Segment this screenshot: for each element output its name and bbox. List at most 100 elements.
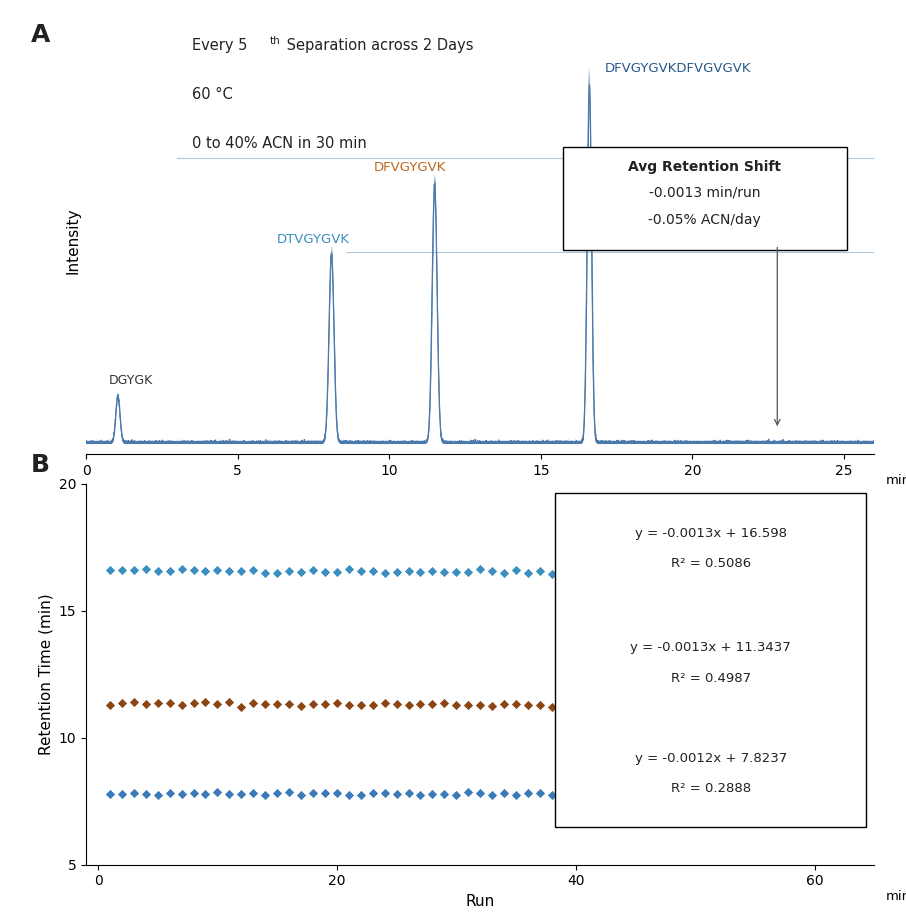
Point [843,566,858,581]
Point [724,698,738,712]
Point [616,696,631,711]
Point [437,696,451,711]
Point [342,562,356,577]
Point [258,788,273,802]
Point [784,787,798,801]
Point [246,785,261,800]
Point [102,787,117,801]
Point [831,565,845,580]
Point [807,697,822,711]
X-axis label: Run: Run [466,894,495,909]
Point [819,565,834,580]
Point [365,564,380,578]
Point [425,697,439,711]
Point [533,564,547,578]
Point [688,698,702,712]
Text: R² = 0.2888: R² = 0.2888 [670,782,751,795]
Point [628,698,642,712]
Point [174,787,188,801]
Point [139,697,153,711]
Point [449,565,464,579]
Point [378,786,392,800]
Point [162,786,177,800]
Point [747,787,762,801]
Point [198,695,213,710]
Point [581,786,595,800]
Point [365,698,380,712]
Point [819,787,834,801]
Point [759,697,774,711]
Point [699,565,714,579]
Point [664,700,679,715]
Point [390,697,404,711]
Text: y = -0.0012x + 7.8237: y = -0.0012x + 7.8237 [634,752,786,765]
Point [449,698,464,712]
Point [390,565,404,579]
FancyBboxPatch shape [555,493,866,826]
Point [222,695,236,710]
Point [641,698,655,712]
Point [318,786,333,800]
Text: Time (min): Time (min) [440,506,520,521]
Point [401,564,416,578]
Point [461,785,476,800]
Point [819,700,834,714]
Point [162,564,177,578]
Point [294,565,308,579]
Text: th: th [270,36,281,46]
Point [449,788,464,802]
Point [318,697,333,711]
Point [390,786,404,800]
Point [616,788,631,802]
Text: min: min [886,890,906,902]
Point [473,698,487,712]
Point [246,563,261,577]
Point [461,698,476,712]
Point [795,788,810,802]
Point [270,697,284,711]
Point [353,788,368,802]
Y-axis label: Retention Time (min): Retention Time (min) [38,593,53,756]
Point [676,787,690,801]
Point [378,696,392,711]
Point [807,787,822,801]
Text: DFVGYGVK: DFVGYGVK [374,161,447,174]
Text: R² = 0.4987: R² = 0.4987 [670,672,751,685]
Text: Every 5: Every 5 [192,39,248,53]
Point [234,564,248,578]
Point [305,563,320,577]
Point [210,563,225,577]
Point [652,698,667,712]
Point [102,698,117,712]
Text: min: min [886,474,906,487]
Point [628,566,642,581]
Point [772,565,786,580]
Point [150,788,165,802]
Y-axis label: Intensity: Intensity [65,207,81,274]
Point [641,788,655,802]
Text: -0.05% ACN/day: -0.05% ACN/day [649,213,761,228]
Point [747,700,762,714]
Point [593,564,607,578]
Point [127,562,141,577]
Point [473,562,487,577]
Point [174,698,188,712]
Text: 60 °C: 60 °C [192,87,233,102]
Point [150,695,165,710]
Point [282,785,296,800]
Point [496,565,511,580]
Point [556,698,571,712]
Point [604,565,619,579]
Point [187,786,201,800]
Point [652,788,667,802]
Point [759,789,774,803]
FancyBboxPatch shape [563,147,847,250]
Point [533,698,547,712]
Point [270,786,284,800]
Point [545,700,559,714]
Point [102,563,117,577]
Point [843,696,858,711]
Point [843,789,858,803]
Point [234,700,248,714]
Point [616,565,631,579]
